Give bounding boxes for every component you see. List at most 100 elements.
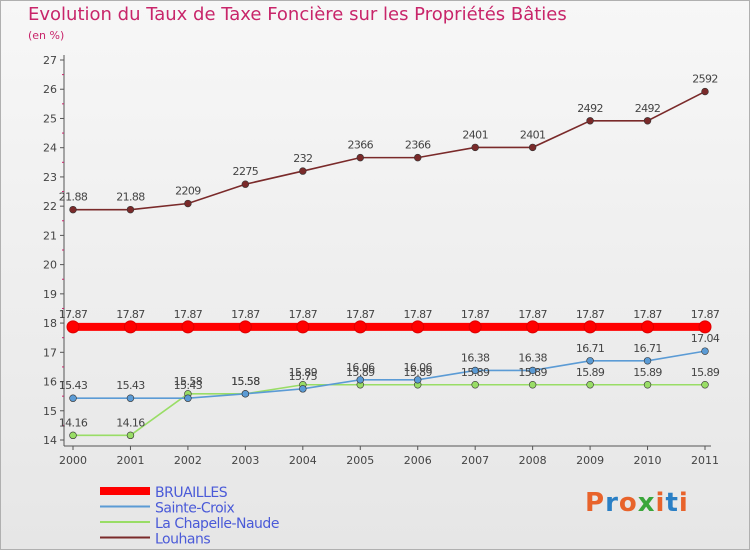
data-point [586,381,594,389]
data-label: 17.04 [691,332,720,345]
data-point [528,366,537,375]
y-tick-label: 16 [43,376,57,389]
logo-letter: t [665,488,679,518]
x-tick-label: 2009 [576,454,604,467]
x-tick-label: 2006 [404,454,432,467]
series-line [73,350,706,400]
data-label: 17.87 [289,308,318,321]
data-point [296,320,310,334]
data-label: 14.16 [59,416,88,429]
data-label: 15.89 [576,366,605,379]
logo-letter: r [605,488,619,518]
proxiti-logo: Proxiti [585,488,689,518]
x-tick-label: 2007 [461,454,489,467]
legend-label: Sainte-Croix [155,501,235,517]
data-point [414,153,422,162]
legend-label: La Chapelle-Naude [155,516,279,532]
data-point [184,394,192,402]
data-point [126,205,135,214]
data-label: 16.38 [461,351,490,364]
x-tick-label: 2005 [346,454,374,467]
x-tick-label: 2011 [691,454,719,467]
x-tick-label: 2008 [519,454,547,467]
data-label: 15.58 [231,375,260,388]
data-point [353,320,367,334]
data-point [471,381,479,389]
data-label: 15.58 [231,375,260,388]
data-point [238,320,252,334]
y-tick-label: 23 [43,171,57,184]
data-point [126,431,135,440]
y-tick-label: 21 [43,229,57,242]
data-point [468,320,482,334]
data-label: 15.89 [403,366,432,379]
data-label: 16.71 [633,342,662,355]
y-tick-label: 25 [43,112,57,125]
data-point [643,381,652,389]
data-label: 15.43 [116,379,145,392]
data-point [643,357,652,365]
logo-letter: x [637,488,656,518]
x-tick-label: 2010 [634,454,662,467]
data-point [528,381,537,389]
data-point [356,376,364,384]
x-tick-label: 2003 [231,454,259,467]
x-tick-label: 2002 [174,454,202,467]
data-point [641,320,655,334]
data-label: 16.06 [403,361,432,374]
data-point [411,320,425,334]
y-tick-label: 14 [43,434,57,447]
data-label: 15.43 [174,379,203,392]
y-tick-label: 22 [43,200,57,213]
x-tick-label: 2000 [59,454,87,467]
data-label: 15.58 [174,375,203,388]
data-label: 2492 [635,102,661,115]
data-point [471,366,479,375]
legend-label: Louhans [155,532,210,548]
x-tick-label: 2001 [116,454,144,467]
data-point [643,117,652,125]
data-label: 17.87 [116,308,145,321]
data-label: 15.89 [289,366,318,379]
data-point [414,376,422,384]
data-label: 17.87 [59,308,88,321]
y-tick-label: 18 [43,317,57,330]
y-tick-label: 26 [43,83,57,96]
data-point [701,347,709,355]
data-label: 17.87 [174,308,203,321]
data-label: 16.06 [346,361,375,374]
x-tick-label: 2004 [289,454,317,467]
data-point [471,143,479,152]
data-point [356,153,364,162]
data-point [586,117,594,125]
data-point [126,394,135,402]
data-label: 16.71 [576,342,605,355]
logo-letter: P [585,488,606,518]
data-label: 15.89 [461,366,490,379]
data-point [586,357,594,365]
data-label: 2401 [462,128,488,141]
data-point [299,167,307,175]
logo-letter: i [678,488,689,518]
series-line [73,383,705,437]
y-tick-label: 20 [43,259,57,272]
data-label: 15.89 [633,366,662,379]
data-label: 15.43 [59,379,88,392]
data-point [526,320,540,334]
data-label: 17.87 [231,308,260,321]
data-label: 2492 [577,102,603,115]
series-line [73,90,706,211]
data-point [701,381,709,389]
data-point [241,390,250,398]
y-tick-label: 27 [43,54,57,67]
data-label: 17.87 [461,308,490,321]
data-label: 2366 [405,139,431,152]
logo-letter: i [655,488,666,518]
data-label: 17.87 [518,308,547,321]
data-label: 21.88 [116,191,145,204]
data-label: 2592 [692,73,718,86]
data-label: 17.87 [346,308,375,321]
data-label: 15.89 [346,366,375,379]
data-point [181,320,195,334]
